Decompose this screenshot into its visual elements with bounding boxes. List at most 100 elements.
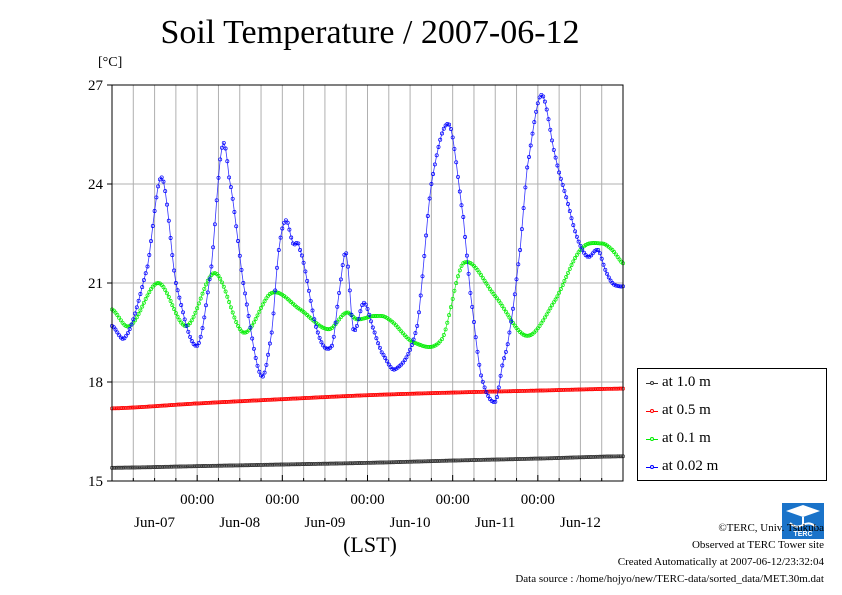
data-point [253, 398, 258, 403]
data-point [369, 319, 373, 324]
data-point [422, 344, 427, 349]
data-point [470, 304, 475, 309]
data-point [486, 284, 491, 289]
data-point [443, 327, 448, 332]
data-point [218, 157, 223, 162]
data-point [152, 209, 157, 213]
data-point [212, 400, 217, 405]
data-point [120, 465, 125, 470]
data-point [479, 273, 484, 278]
data-point [337, 461, 342, 466]
data-point [511, 306, 515, 311]
data-point [211, 245, 216, 250]
data-point [415, 323, 420, 328]
data-point [337, 394, 342, 399]
data-point [262, 370, 267, 375]
data-point [482, 278, 487, 283]
data-point [557, 456, 562, 460]
data-point [331, 334, 336, 339]
data-point [129, 465, 134, 470]
data-point [115, 406, 120, 411]
data-point [269, 330, 274, 335]
data-point [193, 343, 198, 348]
data-point [232, 463, 237, 468]
data-point [333, 320, 338, 325]
data-point [363, 302, 368, 307]
data-point [374, 336, 379, 341]
data-point [383, 460, 388, 465]
data-point [356, 316, 361, 321]
data-point [370, 393, 375, 397]
data-point [530, 131, 535, 136]
data-point [541, 94, 546, 99]
data-point [377, 345, 382, 350]
data-point [175, 314, 180, 319]
data-point [390, 392, 395, 397]
data-point [569, 216, 574, 221]
data-point [454, 390, 459, 395]
data-point [413, 331, 418, 336]
data-point [397, 392, 402, 397]
data-point [484, 390, 489, 395]
data-point [241, 281, 246, 285]
data-point [237, 253, 242, 258]
data-point [310, 308, 315, 313]
data-point [406, 459, 411, 464]
data-point [129, 322, 134, 327]
data-point [377, 460, 382, 465]
data-point [516, 262, 521, 267]
data-point [214, 198, 219, 203]
data-point [475, 349, 480, 354]
data-point [562, 387, 567, 392]
data-point [535, 388, 540, 393]
data-point [592, 241, 597, 245]
data-point [205, 400, 210, 405]
y-tick-label: 18 [88, 375, 103, 391]
data-point [296, 396, 301, 401]
data-point [255, 363, 260, 368]
data-point [473, 458, 478, 462]
data-point [486, 394, 491, 398]
data-point [188, 334, 193, 339]
data-point [198, 401, 203, 406]
data-point [322, 326, 327, 331]
data-point [578, 387, 583, 392]
data-point [431, 391, 436, 396]
data-point [459, 203, 464, 208]
data-point [613, 283, 618, 288]
data-point [306, 462, 311, 466]
data-point [157, 465, 162, 469]
data-point [454, 458, 459, 463]
data-point [189, 339, 194, 343]
data-point [196, 401, 201, 406]
data-point [182, 464, 187, 469]
x-time-label: 00:00 [436, 492, 470, 508]
data-point [376, 313, 381, 318]
data-point [228, 185, 233, 190]
data-point [228, 305, 233, 310]
data-point [454, 281, 459, 286]
data-point [143, 404, 148, 409]
data-point [126, 330, 130, 335]
data-point [551, 300, 556, 305]
data-point [477, 270, 482, 275]
data-point [301, 396, 306, 401]
data-point [147, 253, 152, 257]
data-point [379, 350, 384, 355]
data-point [503, 349, 508, 354]
data-point [555, 163, 560, 168]
data-point [539, 321, 544, 326]
footer-observed: Observed at TERC Tower site [691, 539, 824, 551]
data-point [571, 387, 576, 392]
series-layer [110, 92, 625, 470]
data-point [198, 334, 203, 339]
data-point [482, 385, 487, 390]
data-point [432, 459, 437, 463]
data-point [156, 281, 161, 285]
data-point [381, 352, 386, 357]
data-point [385, 392, 389, 397]
data-point [267, 397, 272, 402]
data-point [289, 235, 294, 240]
data-point [585, 455, 590, 460]
data-point [413, 391, 418, 396]
